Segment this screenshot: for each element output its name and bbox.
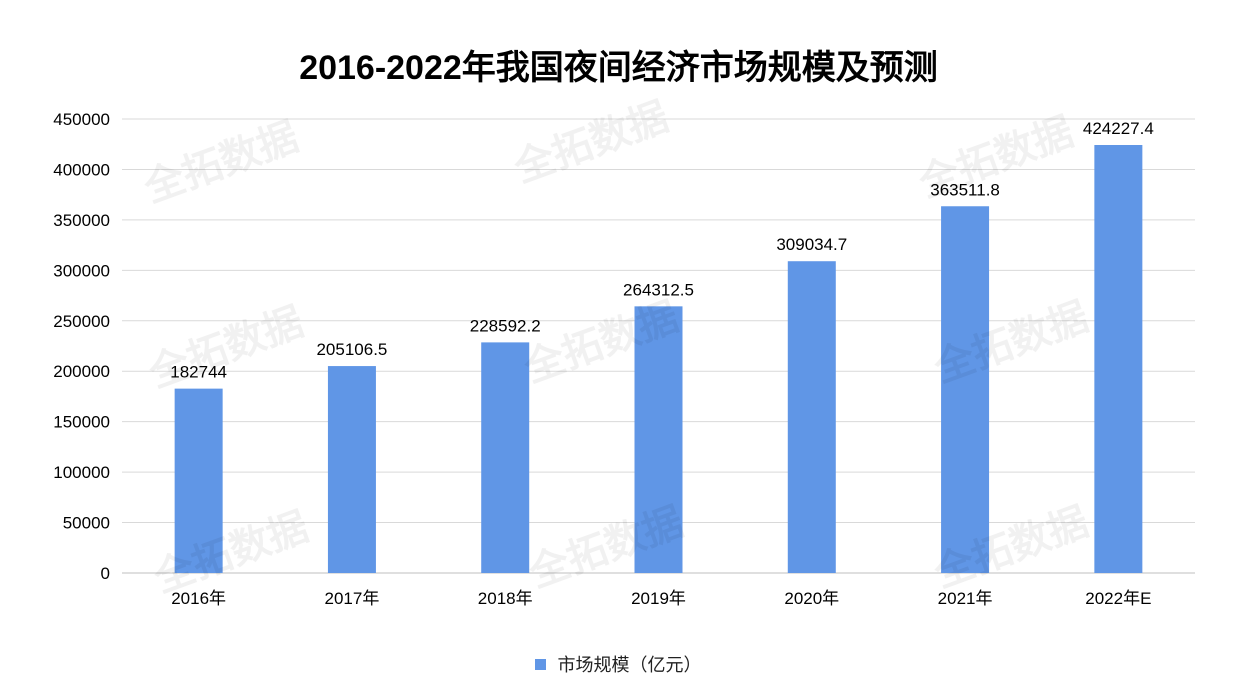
y-axis-labels: 0 50000 100000 150000 200000 250000 300000 3500… xyxy=(53,110,110,583)
bar xyxy=(941,206,990,573)
bar xyxy=(481,342,530,573)
x-tick-label: 2019年 xyxy=(631,589,686,608)
bar xyxy=(327,366,376,573)
y-tick-label: 50000 xyxy=(63,514,110,533)
y-tick-label: 250000 xyxy=(53,312,110,331)
data-label: 182744 xyxy=(170,363,227,382)
y-tick-label: 150000 xyxy=(53,413,110,432)
bar xyxy=(1094,145,1143,573)
data-label: 309034.7 xyxy=(776,235,847,254)
legend: 市场规模（亿元） xyxy=(0,651,1237,677)
x-tick-label: 2021年 xyxy=(938,589,993,608)
y-tick-label: 200000 xyxy=(53,362,110,381)
y-tick-label: 100000 xyxy=(53,463,110,482)
data-label: 205106.5 xyxy=(316,340,387,359)
bars xyxy=(174,145,1143,573)
legend-swatch xyxy=(535,658,547,670)
data-label: 264312.5 xyxy=(623,280,694,299)
bar xyxy=(787,261,836,573)
data-labels: 182744 205106.5 228592.2 264312.5 309034.7 36… xyxy=(170,119,1154,382)
x-tick-label: 2017年 xyxy=(325,589,380,608)
y-tick-label: 400000 xyxy=(53,160,110,179)
x-axis-labels: 2016年 2017年 2018年 2019年 2020年 2021年 2022年E xyxy=(171,589,1151,608)
y-tick-label: 350000 xyxy=(53,211,110,230)
x-tick-label: 2020年 xyxy=(784,589,839,608)
y-tick-label: 0 xyxy=(101,564,110,583)
legend-label: 市场规模（亿元） xyxy=(557,655,702,675)
data-label: 424227.4 xyxy=(1083,119,1154,138)
y-tick-label: 300000 xyxy=(53,261,110,280)
x-tick-label: 2018年 xyxy=(478,589,533,608)
x-tick-label: 2022年E xyxy=(1085,589,1151,608)
y-tick-label: 450000 xyxy=(53,110,110,129)
data-label: 363511.8 xyxy=(930,180,1000,199)
bar xyxy=(634,306,683,573)
bar xyxy=(174,388,223,573)
x-tick-label: 2016年 xyxy=(171,589,226,608)
chart-title: 2016-2022年我国夜间经济市场规模及预测 xyxy=(299,49,938,87)
data-label: 228592.2 xyxy=(470,316,541,335)
